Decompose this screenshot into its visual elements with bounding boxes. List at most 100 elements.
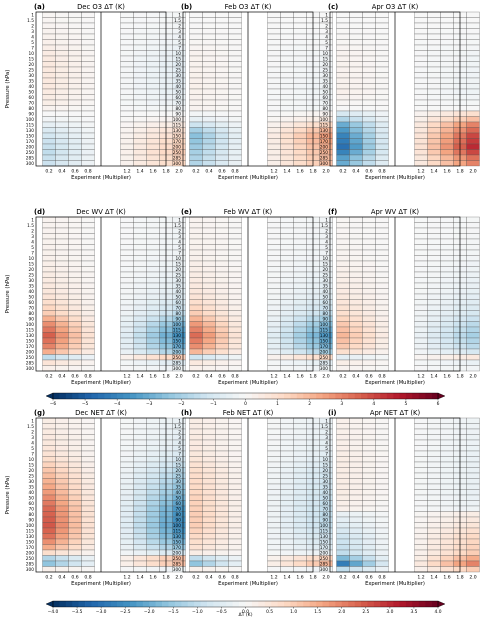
heatmap-cell: [81, 222, 95, 229]
y-tick-label: 3: [31, 234, 34, 240]
colorbar-swatch: [290, 601, 298, 607]
heatmap-cell: [336, 321, 350, 328]
colorbar-tick-label: −3.5: [72, 609, 83, 615]
heatmap-cell: [267, 116, 281, 123]
colorbar-swatch: [155, 601, 163, 607]
heatmap-cell: [189, 83, 203, 90]
heatmap-cell: [120, 277, 134, 284]
heatmap-cell: [375, 533, 389, 540]
heatmap-cell: [466, 39, 480, 46]
heatmap-cell: [202, 33, 216, 40]
colorbar-swatch: [335, 601, 343, 607]
heatmap-cell: [189, 472, 203, 479]
heatmap-cell: [440, 110, 454, 117]
heatmap-cell: [440, 434, 454, 441]
heatmap-cell: [267, 450, 281, 457]
heatmap-cell: [189, 500, 203, 507]
heatmap-cell: [466, 244, 480, 251]
heatmap-cell: [189, 50, 203, 57]
heatmap-cell: [414, 233, 428, 240]
colorbar-swatch: [303, 393, 310, 399]
heatmap-cell: [228, 505, 242, 512]
heatmap-cell: [81, 505, 95, 512]
heatmap-cell: [293, 138, 307, 145]
heatmap-cell: [466, 127, 480, 134]
heatmap-cell: [349, 288, 363, 295]
heatmap-cell: [189, 105, 203, 112]
y-tick-label: 2: [178, 23, 181, 29]
heatmap-cell: [349, 293, 363, 300]
heatmap-cell: [228, 132, 242, 139]
heatmap-cell: [466, 533, 480, 540]
heatmap-cell: [427, 266, 441, 273]
heatmap-cell: [414, 461, 428, 468]
heatmap-cell: [42, 445, 56, 452]
heatmap-cell: [267, 332, 281, 339]
y-tick-label: 2: [325, 23, 328, 29]
heatmap-cell: [68, 11, 82, 18]
x-tick-label: 0.6: [71, 575, 78, 581]
panel-label: (f): [328, 208, 337, 216]
y-tick-label: 40: [323, 289, 329, 295]
heatmap-cell: [293, 365, 307, 372]
heatmap-cell: [202, 22, 216, 29]
heatmap-cell: [55, 321, 69, 328]
heatmap-cell: [42, 348, 56, 355]
heatmap-cell: [146, 472, 160, 479]
colorbar-swatch: [91, 601, 99, 607]
colorbar-tick-label: −2: [178, 401, 185, 407]
heatmap-cell: [375, 132, 389, 139]
heatmap-cell: [336, 293, 350, 300]
heatmap-cell: [120, 544, 134, 551]
heatmap-cell: [466, 260, 480, 267]
heatmap-cell: [81, 22, 95, 29]
heatmap-cell: [336, 332, 350, 339]
heatmap-cell: [267, 483, 281, 490]
heatmap-cell: [362, 260, 376, 267]
heatmap-cell: [362, 326, 376, 333]
heatmap-cell: [215, 321, 229, 328]
x-tick-label: 1.2: [123, 374, 130, 380]
heatmap-cell: [81, 149, 95, 156]
heatmap-cell: [466, 332, 480, 339]
heatmap-cell: [293, 33, 307, 40]
heatmap-cell: [440, 138, 454, 145]
heatmap-cell: [440, 244, 454, 251]
heatmap-cell: [215, 566, 229, 573]
heatmap-cell: [68, 315, 82, 322]
heatmap-cell: [228, 423, 242, 430]
heatmap-cell: [215, 260, 229, 267]
heatmap-cell: [202, 315, 216, 322]
heatmap-cell: [267, 244, 281, 251]
heatmap-cell: [267, 288, 281, 295]
x-axis-label: Experiment (Multiplier): [218, 175, 278, 181]
heatmap-cell: [414, 538, 428, 545]
panel-frame: [182, 417, 314, 573]
heatmap-cell: [133, 44, 147, 51]
heatmap-cell: [55, 555, 69, 562]
heatmap-cell: [68, 417, 82, 424]
heatmap-cell: [466, 160, 480, 167]
heatmap-cell: [466, 445, 480, 452]
heatmap-cell: [189, 143, 203, 150]
y-tick-label: 130: [320, 333, 328, 339]
heatmap-cell: [466, 337, 480, 344]
heatmap-cell: [120, 138, 134, 145]
heatmap-cell: [189, 149, 203, 156]
heatmap-cell: [81, 116, 95, 123]
heatmap-cell: [349, 544, 363, 551]
x-tick-label: 0.2: [45, 575, 52, 581]
x-tick-label: 0.2: [192, 169, 199, 175]
y-tick-label: 150: [320, 338, 328, 344]
heatmap-cell: [146, 28, 160, 35]
heatmap-cell: [68, 505, 82, 512]
y-tick-label: 115: [173, 528, 181, 534]
heatmap-cell: [42, 94, 56, 101]
heatmap-cell: [267, 227, 281, 234]
heatmap-cell: [81, 434, 95, 441]
heatmap-cell: [68, 216, 82, 223]
heatmap-cell: [68, 255, 82, 262]
heatmap-cell: [362, 72, 376, 79]
y-tick-label: 20: [176, 267, 182, 273]
heatmap-cell: [120, 99, 134, 106]
